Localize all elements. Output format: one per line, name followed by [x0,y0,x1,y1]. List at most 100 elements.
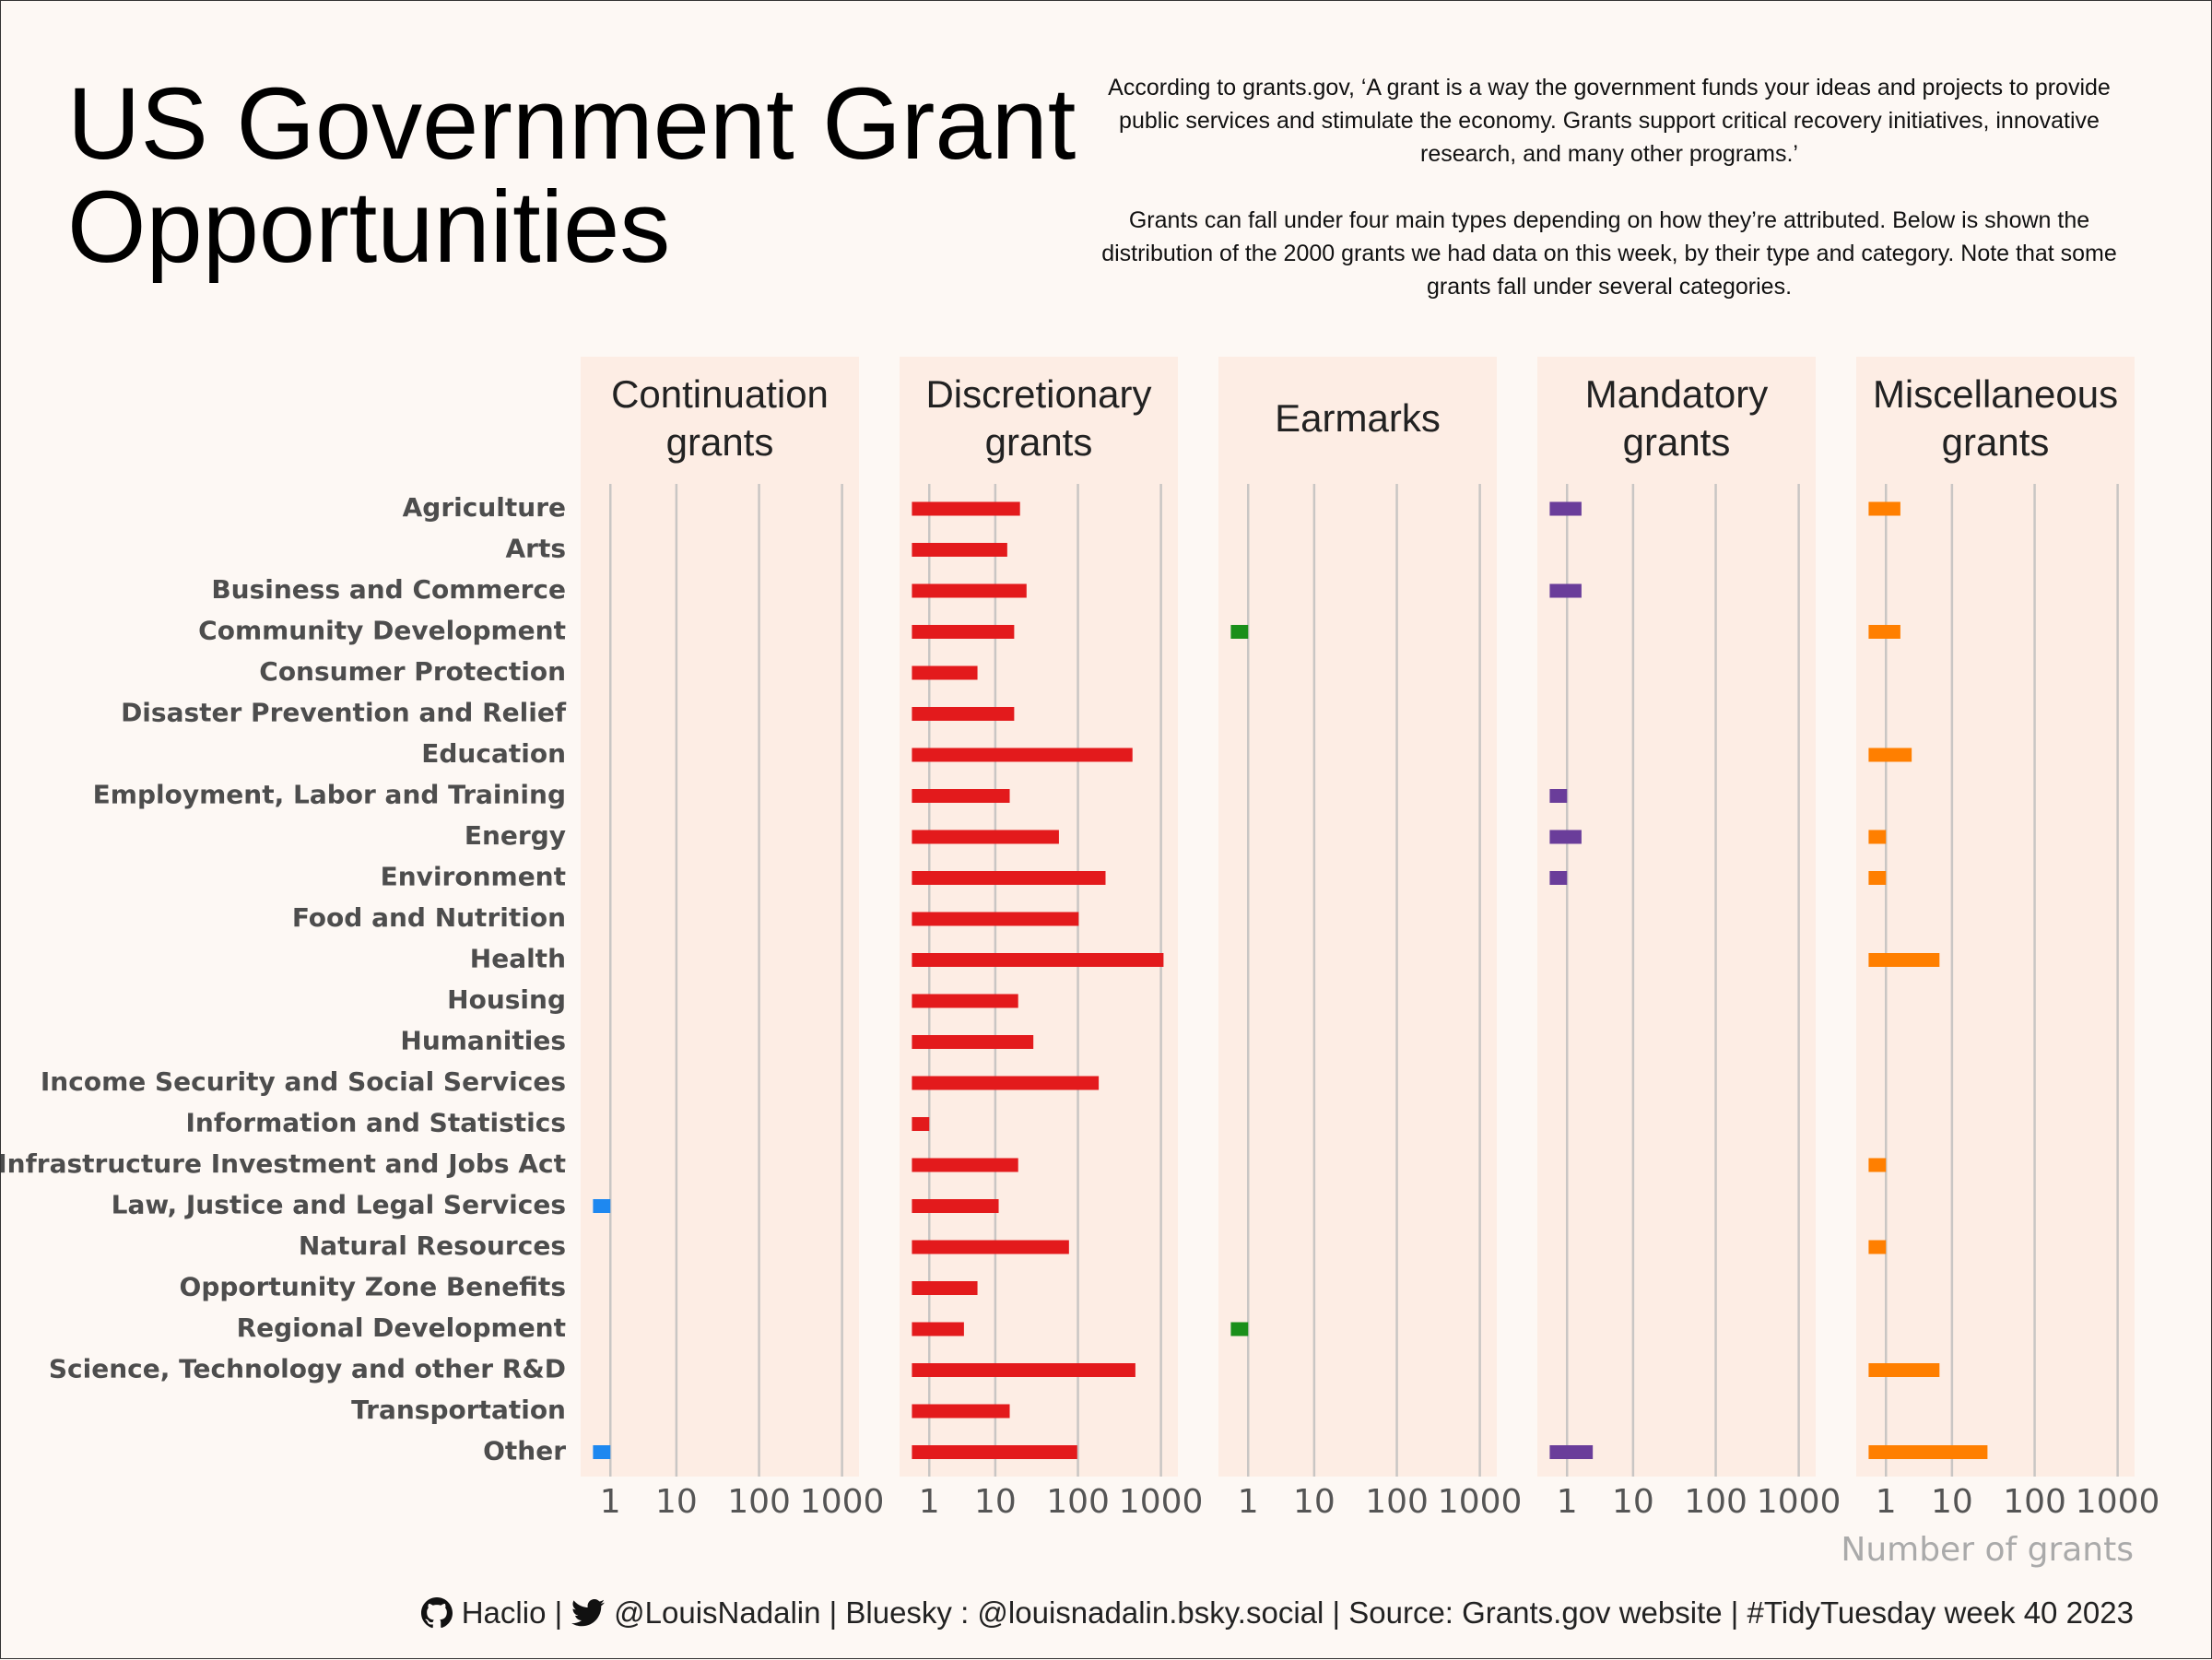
panel-background [581,357,859,1477]
caption-text: @LouisNadalin | Bluesky : @louisnadalin.… [614,1595,2134,1630]
x-tick-label: 1 [1557,1483,1578,1521]
y-tick-label: Community Development [198,616,566,646]
chart-title: US Government Grant Opportunities [67,67,1077,284]
y-tick-label: Agriculture [403,492,566,523]
bar [1868,625,1900,639]
x-tick-label: 10 [1293,1483,1335,1521]
bar [912,830,1059,844]
x-tick-label: 1 [1238,1483,1259,1521]
x-tick-label: 1 [919,1483,940,1521]
bar [912,912,1079,926]
x-tick-label: 10 [1931,1483,1973,1521]
bar [1868,748,1912,762]
y-tick-label: Housing [447,984,566,1015]
x-tick-label: 1000 [1438,1483,1523,1521]
x-tick-label: 1 [600,1483,621,1521]
panel-title: Earmarks [1275,396,1441,440]
y-tick-label: Environment [381,862,566,892]
caption-text: Haclio | [461,1595,563,1630]
panel-background [1218,357,1497,1477]
y-tick-label: Transportation [351,1395,566,1425]
bar [1868,1445,1988,1459]
subtitle-paragraph: Grants can fall under four main types de… [1101,207,2117,300]
bar [912,1199,999,1213]
y-tick-label: Health [470,944,566,974]
y-tick-label: Science, Technology and other R&D [49,1354,566,1384]
panel-title: Miscellaneous grants [1872,372,2119,464]
y-tick-label: Law, Justice and Legal Services [112,1190,566,1220]
bar [593,1199,611,1213]
x-tick-label: 10 [1612,1483,1654,1521]
y-tick-label: Infrastructure Investment and Jobs Act [1,1148,566,1179]
bar [912,1076,1100,1090]
bar [912,1281,978,1295]
bar [912,953,1164,967]
bar [912,625,1015,639]
caption: Haclio | @LouisNadalin | Bluesky : @loui… [420,1595,2134,1631]
x-axis-title: Number of grants [1841,1531,2134,1569]
y-tick-label: Natural Resources [299,1230,566,1261]
bar [1549,583,1582,598]
x-tick-label: 1000 [1119,1483,1204,1521]
subtitle: According to grants.gov, ‘A grant is a w… [1093,71,2125,336]
subtitle-paragraph: According to grants.gov, ‘A grant is a w… [1108,75,2111,167]
y-tick-label: Consumer Protection [259,656,566,687]
y-tick-label: Other [483,1436,566,1466]
bar [912,789,1010,803]
bar [912,665,978,680]
panel-background [1856,357,2135,1477]
panel-title: Discretionary grants [925,372,1152,464]
y-tick-label: Energy [465,820,566,851]
bar [912,994,1018,1008]
bar [1549,1445,1594,1459]
bar [912,707,1015,721]
github-icon [420,1597,453,1629]
x-tick-label: 10 [655,1483,698,1521]
x-tick-label: 100 [727,1483,791,1521]
bar [1230,1322,1249,1336]
bar [593,1445,611,1459]
y-tick-label: Disaster Prevention and Relief [121,698,567,728]
y-tick-label: Education [421,738,566,769]
bar [912,1363,1135,1377]
y-tick-label: Humanities [400,1026,566,1056]
bar [1549,871,1568,885]
bar [1230,625,1249,639]
x-tick-label: 1000 [1757,1483,1841,1521]
y-tick-label: Information and Statistics [185,1108,566,1138]
x-tick-label: 10 [974,1483,1017,1521]
bar [1868,1240,1887,1254]
x-tick-label: 100 [1046,1483,1110,1521]
x-tick-label: 1000 [800,1483,885,1521]
y-tick-label: Employment, Labor and Training [93,780,566,810]
bar [912,583,1027,598]
bar [1549,789,1568,803]
bar [1868,1158,1887,1172]
bar [912,1117,930,1131]
bar [1549,501,1582,516]
bar [912,1445,1077,1459]
y-tick-label: Opportunity Zone Benefits [180,1272,566,1302]
bar [1868,871,1887,885]
x-tick-label: 1 [1876,1483,1897,1521]
x-tick-label: 100 [1365,1483,1429,1521]
y-tick-label: Income Security and Social Services [41,1066,566,1097]
x-tick-label: 100 [1684,1483,1747,1521]
bar [1868,953,1940,967]
bar [912,871,1106,885]
x-tick-label: 1000 [2076,1483,2160,1521]
bar [1549,830,1582,844]
panel-background [1537,357,1816,1477]
panel-title: Continuation grants [611,372,829,464]
bar [912,748,1133,762]
bar [1868,830,1887,844]
bar [912,501,1020,516]
bar [912,1035,1034,1049]
bar [912,1158,1018,1172]
bar [1868,1363,1940,1377]
twitter-icon [571,1599,606,1627]
x-tick-label: 100 [2003,1483,2066,1521]
bar [912,1240,1069,1254]
